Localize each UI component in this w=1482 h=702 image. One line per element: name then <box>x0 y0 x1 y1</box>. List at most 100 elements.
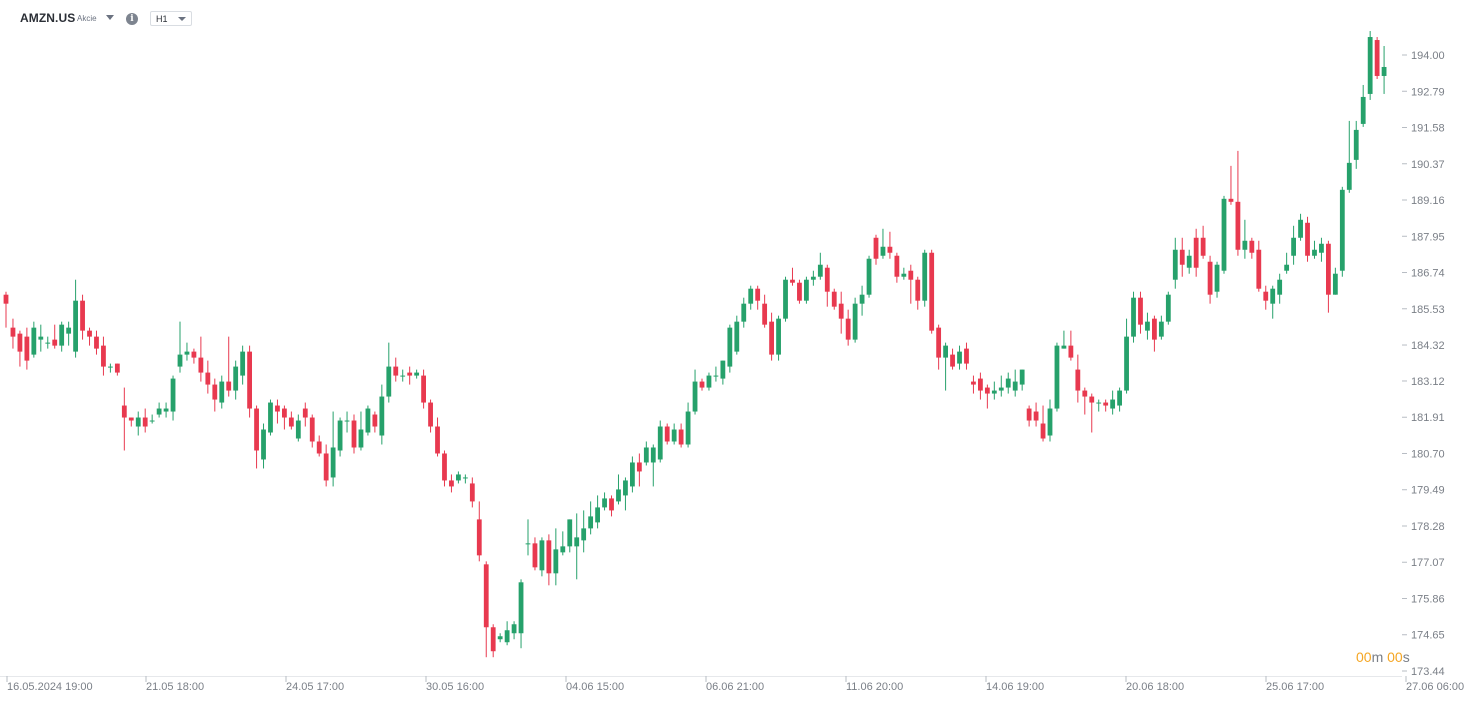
candle-body <box>894 255 900 277</box>
chevron-down-icon[interactable] <box>106 15 114 20</box>
candle <box>1263 285 1269 310</box>
candle <box>908 264 914 304</box>
candle-body <box>741 303 747 322</box>
candle <box>539 537 545 577</box>
candle-body <box>762 303 768 325</box>
candle <box>407 366 413 385</box>
candle-body <box>1103 402 1109 406</box>
time-axis: 16.05.2024 19:00 21.05 18:00 24.05 17:00 30… <box>0 676 1464 693</box>
candle <box>643 441 649 466</box>
candle <box>595 495 600 529</box>
candle <box>52 324 58 349</box>
candle <box>998 375 1004 397</box>
candle-body <box>24 336 30 361</box>
candle <box>240 345 246 385</box>
candle <box>142 408 148 433</box>
price-tick-label: 179.49 <box>1411 485 1445 497</box>
candle-body <box>1054 345 1060 409</box>
candle-body <box>623 480 628 496</box>
time-tick-label: 16.05.2024 19:00 <box>7 681 93 693</box>
candle-body <box>567 519 573 547</box>
time-tick-label: 27.06 06:00 <box>1406 681 1464 693</box>
candle <box>351 414 357 454</box>
time-tick-label: 25.06 17:00 <box>1266 681 1324 693</box>
candle <box>859 285 865 316</box>
candle <box>1138 291 1143 334</box>
candle <box>776 315 781 361</box>
candle <box>1047 399 1053 442</box>
timeframe-select[interactable]: H1 <box>150 11 192 26</box>
candle-body <box>407 372 413 376</box>
candle <box>1381 46 1387 94</box>
candle-body <box>699 381 705 388</box>
candle <box>1026 405 1032 427</box>
candle <box>316 435 322 457</box>
candle-body <box>685 411 691 445</box>
candle-body <box>1360 96 1366 124</box>
candle <box>915 276 921 310</box>
price-tick-label: 186.74 <box>1411 268 1445 280</box>
chart-toolbar: AMZN.US Akcie i H1 <box>0 0 1482 36</box>
candle-body <box>1228 198 1234 202</box>
price-tick-label: 190.37 <box>1411 159 1445 171</box>
candle-body <box>936 327 942 358</box>
candle-body <box>80 300 85 331</box>
candle <box>337 417 343 457</box>
candle-body <box>421 375 426 403</box>
candle <box>101 336 106 376</box>
candle-body <box>650 447 656 463</box>
candle-body <box>950 354 955 367</box>
candle-body <box>10 327 16 337</box>
symbol-selector[interactable]: AMZN.US <box>20 11 76 25</box>
candle <box>929 249 935 334</box>
candle <box>295 414 301 442</box>
candle-body <box>929 252 935 331</box>
candle <box>476 501 482 562</box>
candle-body <box>156 408 162 415</box>
info-icon[interactable]: i <box>126 13 138 25</box>
candle-body <box>1249 240 1255 253</box>
candle <box>1305 216 1310 262</box>
candle <box>922 249 928 307</box>
time-tick-label: 21.05 18:00 <box>146 681 204 693</box>
candle-body <box>1346 162 1352 190</box>
candle-body <box>1040 423 1046 439</box>
candle-body <box>776 318 781 355</box>
candle <box>73 279 78 358</box>
candle <box>226 336 232 397</box>
candle-body <box>1319 243 1324 253</box>
candle-body <box>1263 291 1269 301</box>
candle <box>128 417 134 427</box>
candle <box>609 495 614 517</box>
candle-body <box>456 474 461 481</box>
candle-body <box>1117 390 1122 406</box>
candle <box>950 348 955 370</box>
candle <box>657 420 663 463</box>
candle <box>943 342 948 391</box>
candle-body <box>1277 279 1283 295</box>
candle-body <box>692 381 698 412</box>
candle <box>1096 399 1102 412</box>
candle <box>1256 240 1262 292</box>
candle <box>769 312 774 361</box>
candle-body <box>511 624 517 634</box>
candle-body <box>1019 369 1025 385</box>
candle <box>490 624 496 658</box>
time-tick-label: 14.06 19:00 <box>986 681 1044 693</box>
candle <box>268 399 273 436</box>
candle <box>1005 372 1011 394</box>
candle <box>421 369 426 409</box>
candle-body <box>282 408 287 418</box>
candle-body <box>1012 381 1018 391</box>
countdown-minutes: 00 <box>1356 649 1372 665</box>
candle-body <box>1326 243 1331 295</box>
candle <box>1346 120 1352 193</box>
candle <box>713 366 719 382</box>
candle <box>936 324 942 370</box>
candle-body <box>852 303 858 340</box>
candle <box>560 531 566 556</box>
candle <box>1319 237 1324 262</box>
candle <box>1221 195 1227 274</box>
candle-body <box>38 336 44 340</box>
